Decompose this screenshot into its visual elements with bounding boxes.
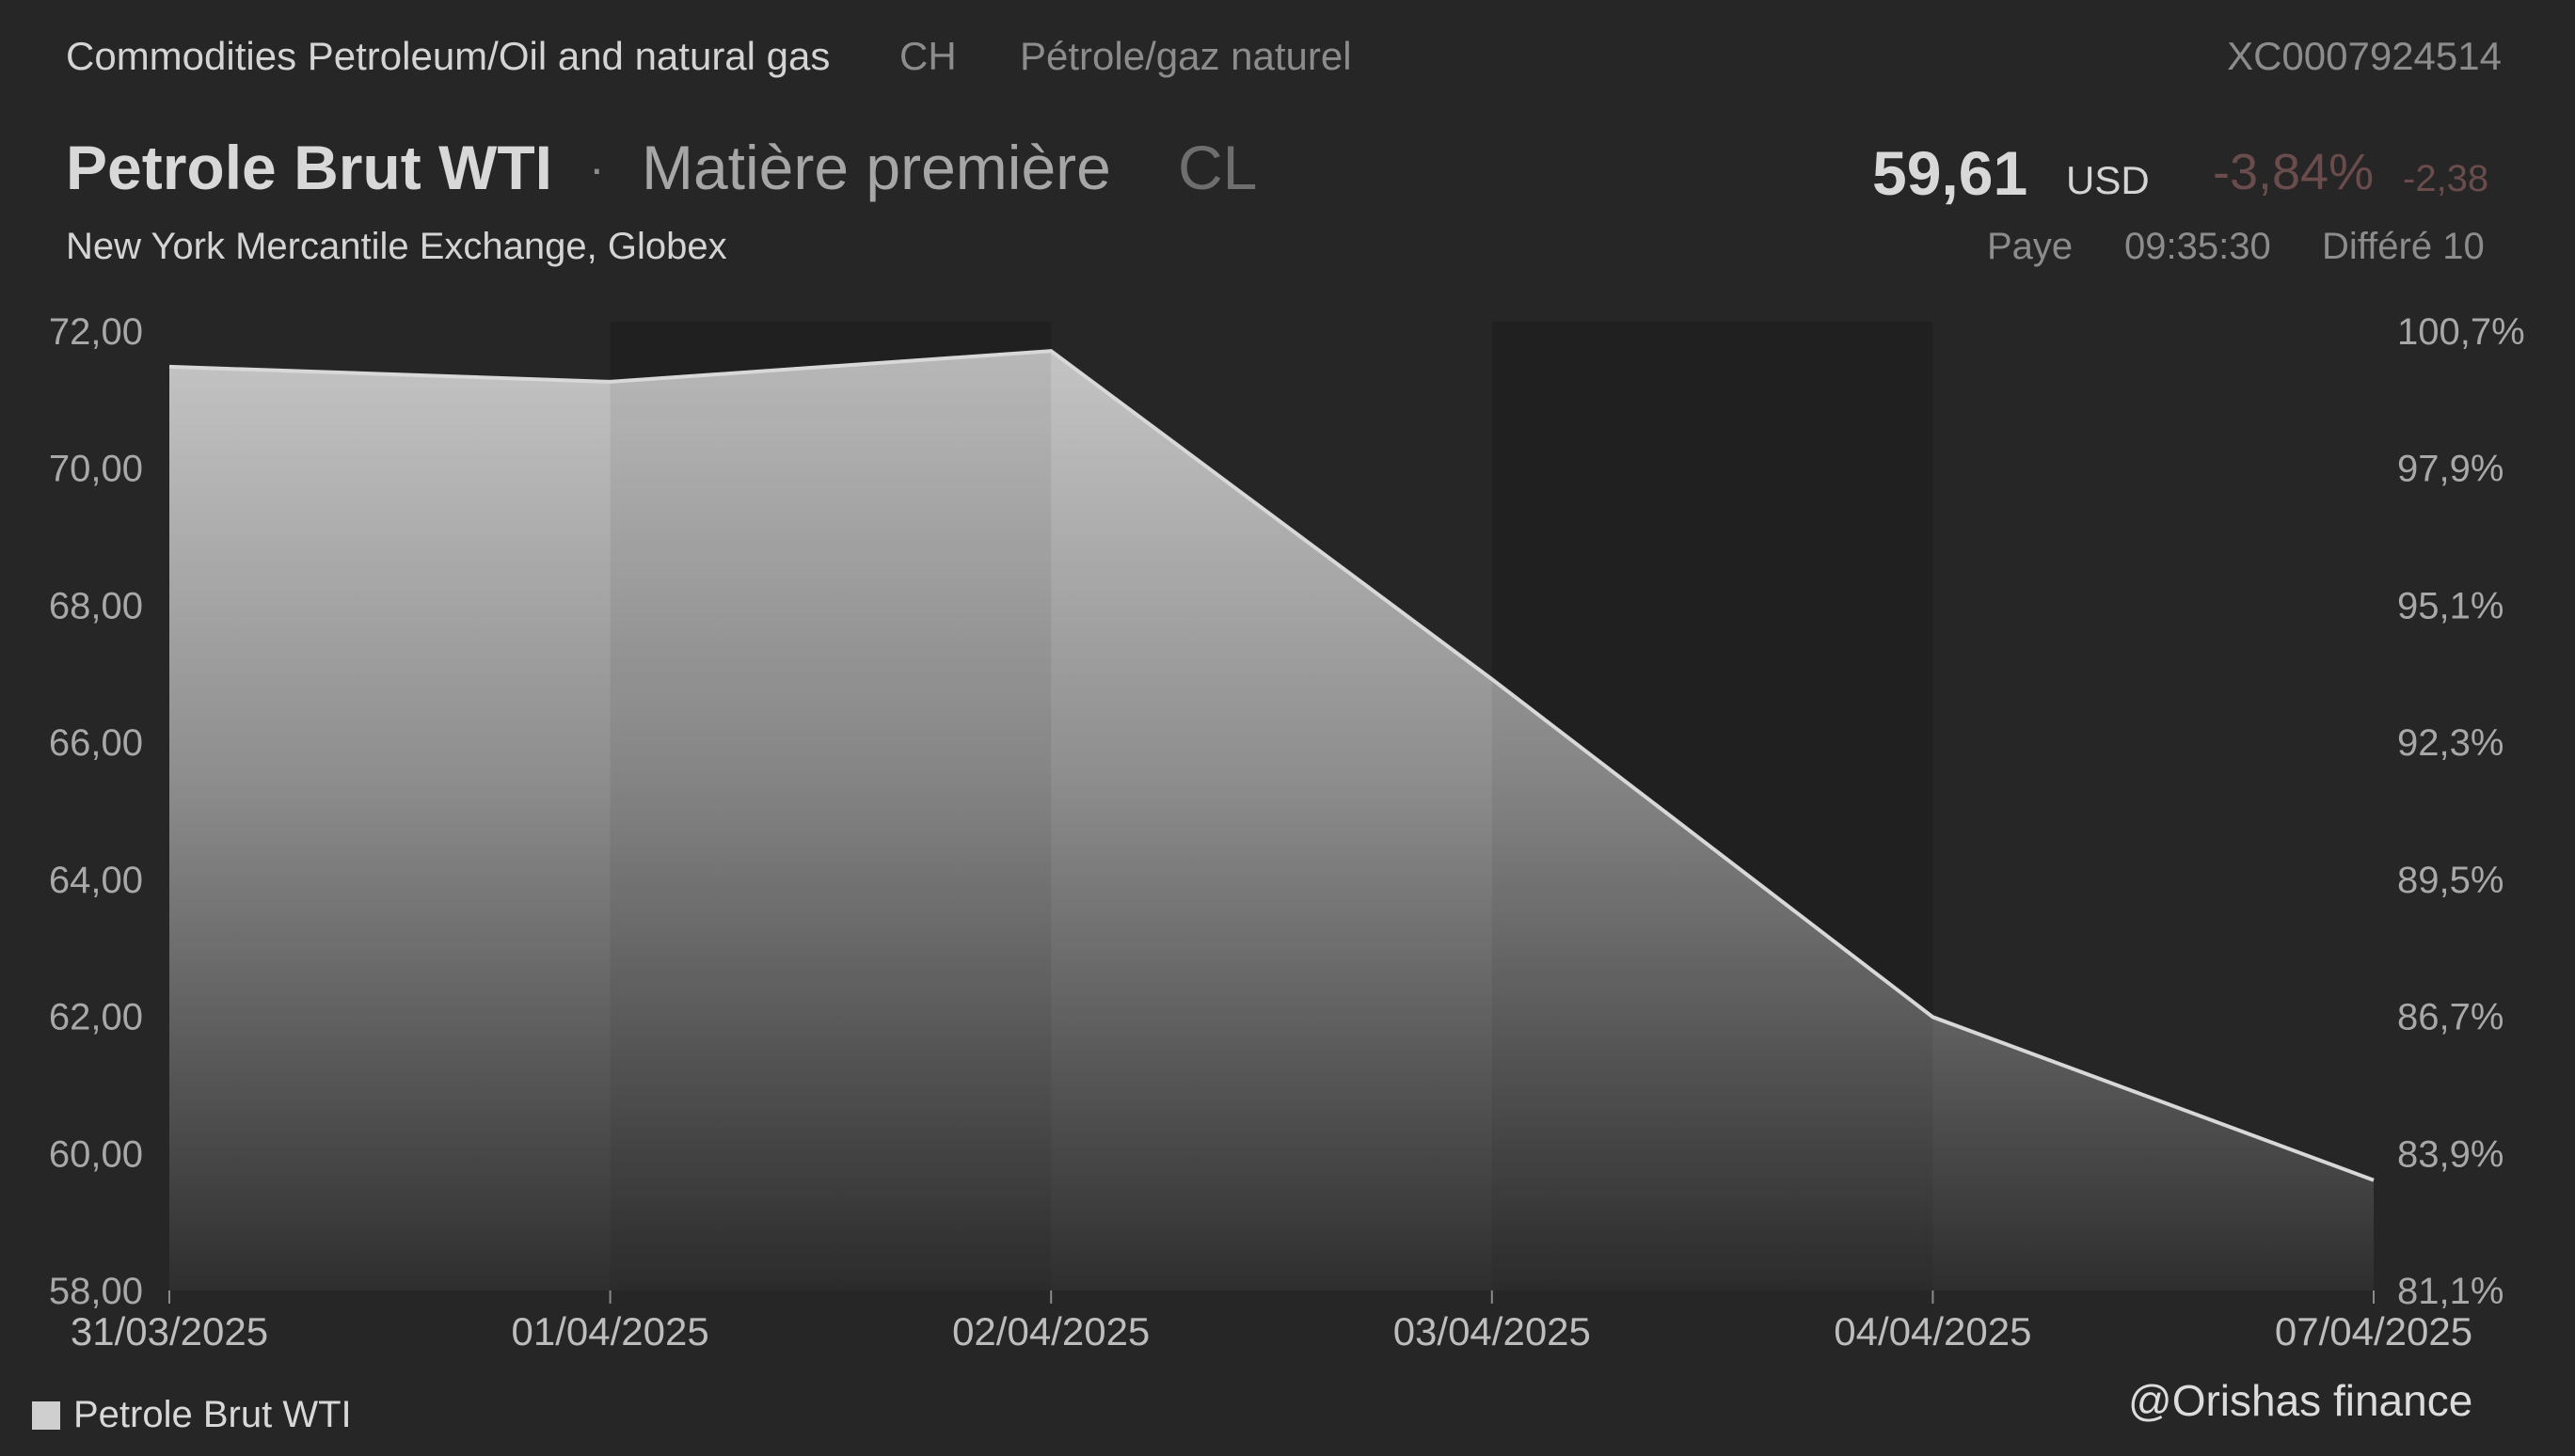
title-separator: · [589, 142, 605, 195]
instrument-subtype: Matière première [642, 133, 1111, 202]
breadcrumb[interactable]: Commodities Petroleum/Oil and natural ga… [66, 34, 831, 78]
y-tick-label: 62,00 [49, 997, 143, 1038]
market-name: New York Mercantile Exchange, Globex [66, 226, 727, 267]
y2-tick-label: 86,7% [2397, 997, 2503, 1038]
price-currency: USD [2066, 158, 2150, 202]
x-tick-label: 02/04/2025 [952, 1309, 1150, 1353]
y-tick-label: 58,00 [49, 1271, 143, 1312]
y2-tick-label: 83,9% [2397, 1133, 2503, 1175]
quote-delay: Différé 10 [2322, 226, 2485, 267]
y-tick-label: 60,00 [49, 1133, 143, 1175]
y-tick-label: 66,00 [49, 722, 143, 764]
y-tick-label: 72,00 [49, 311, 143, 353]
y2-tick-label: 100,7% [2397, 311, 2525, 353]
x-tick-label: 01/04/2025 [511, 1309, 708, 1353]
x-tick-label: 04/04/2025 [1834, 1309, 2031, 1353]
legend-swatch [32, 1401, 60, 1430]
chart-legend[interactable]: Petrole Brut WTI [32, 1394, 352, 1436]
series-line [168, 349, 2375, 1182]
ticker-symbol: CL [1178, 133, 1258, 202]
market-status: Paye [1987, 226, 2074, 267]
exchange-code: CH [899, 34, 957, 78]
series-area [169, 351, 2374, 1291]
quote-time: 09:35:30 [2124, 226, 2271, 267]
y2-tick-label: 92,3% [2397, 722, 2503, 764]
x-tick-label: 31/03/2025 [71, 1309, 268, 1353]
legend-label: Petrole Brut WTI [73, 1394, 352, 1435]
y2-tick-label: 81,1% [2397, 1271, 2503, 1312]
instrument-title: Petrole Brut WTI [66, 133, 553, 202]
change-absolute: -2,38 [2403, 158, 2489, 199]
y2-tick-label: 89,5% [2397, 860, 2503, 901]
category-label: Pétrole/gaz naturel [1020, 34, 1352, 78]
last-price: 59,61 [1872, 138, 2028, 208]
x-tick-label: 03/04/2025 [1393, 1309, 1591, 1353]
y2-tick-label: 95,1% [2397, 585, 2503, 626]
area-band [1491, 679, 1933, 1290]
watermark: @Orishas finance [2128, 1376, 2473, 1425]
y-tick-label: 68,00 [49, 585, 143, 626]
y-tick-label: 64,00 [49, 860, 143, 901]
x-tick-label: 07/04/2025 [2275, 1309, 2472, 1353]
isin-code: XC0007924514 [2227, 34, 2502, 78]
y2-tick-label: 97,9% [2397, 449, 2503, 490]
y-tick-label: 70,00 [49, 449, 143, 490]
change-percent: -3,84% [2213, 144, 2375, 200]
area-band [610, 351, 1052, 1291]
